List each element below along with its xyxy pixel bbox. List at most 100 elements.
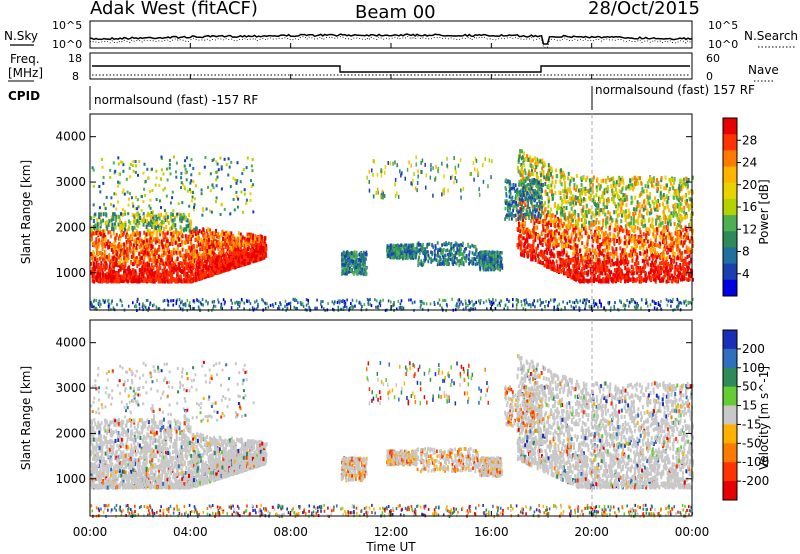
freq-left-label-2: [MHz] (8, 66, 43, 80)
rti-cell (166, 242, 169, 247)
rti-cell (156, 229, 159, 234)
rti-cell (175, 175, 178, 179)
rti-cell (321, 305, 323, 309)
rti-cell (465, 306, 467, 310)
rti-cell (115, 218, 118, 223)
rti-cell (251, 306, 254, 310)
rti-cell (234, 255, 237, 260)
rti-cell (171, 196, 174, 200)
rti-cell (231, 240, 234, 245)
rti-cell (212, 243, 215, 248)
rti-cell (174, 230, 177, 235)
rti-cell (636, 305, 639, 309)
rti-cell (628, 300, 631, 304)
rti-cell (207, 185, 209, 189)
rti-cell (639, 251, 642, 256)
rti-cell (249, 198, 252, 202)
rti-cell (129, 249, 132, 254)
rti-cell (122, 169, 125, 173)
rti-cell (478, 299, 480, 303)
rti-cell (660, 299, 662, 303)
rti-cell (118, 219, 121, 224)
rti-cell (172, 299, 175, 303)
rti-cell (215, 196, 218, 200)
rti-cell (664, 175, 667, 180)
rti-cell (194, 238, 197, 242)
rti-cell (118, 263, 121, 268)
rti-cell (654, 207, 657, 212)
rti-cell (134, 170, 137, 174)
freq-left-tick-bottom: 8 (72, 70, 79, 83)
rti-cell (138, 272, 141, 277)
rti-cell (142, 222, 145, 227)
rti-cell (128, 192, 131, 196)
rti-cell (113, 212, 116, 217)
rti-cell (594, 256, 597, 261)
rti-cell (200, 230, 203, 235)
rti-cell (229, 185, 232, 188)
rti-cell (212, 234, 214, 239)
rti-cell (253, 253, 256, 258)
rti-cell (154, 183, 157, 187)
rti-cell (332, 307, 334, 311)
rti-cell (178, 298, 181, 302)
rti-cell (524, 302, 526, 305)
rti-cell (393, 300, 395, 304)
rti-cell (238, 250, 241, 255)
rti-cell (110, 203, 112, 206)
rti-cell (640, 213, 643, 218)
rti-cell (233, 250, 236, 254)
rti-cell (179, 250, 182, 255)
rti-cell (457, 299, 459, 303)
rti-cell (649, 204, 652, 208)
rti-cell (233, 243, 236, 248)
rti-cell (223, 207, 226, 211)
rti-cell (565, 195, 568, 200)
rti-cell (100, 240, 103, 245)
rti-cell (212, 307, 214, 310)
rti-cell (191, 259, 194, 264)
rti-cell (182, 255, 185, 260)
rti-cell (172, 251, 175, 256)
rti-cell (419, 299, 422, 303)
rti-cell (399, 302, 402, 306)
rti-cell (612, 181, 615, 185)
rti-cell (172, 278, 175, 283)
rti-cell (337, 305, 340, 309)
rti-cell (169, 255, 172, 260)
rti-cell (227, 245, 230, 250)
rti-cell (94, 307, 97, 310)
rti-cell (169, 266, 172, 271)
rti-cell (220, 165, 223, 169)
rti-cell (113, 275, 116, 280)
rti-cell (458, 302, 461, 306)
rti-cell (294, 297, 296, 301)
rti-cell (577, 213, 580, 218)
rti-cell (195, 244, 198, 249)
rti-cell (192, 180, 195, 184)
rti-cell (237, 256, 240, 261)
rti-cell (255, 299, 258, 303)
rti-cell (133, 243, 135, 248)
rti-cell (151, 167, 153, 171)
rti-cell (218, 235, 221, 240)
rti-cell (131, 196, 133, 200)
rti-cell (126, 228, 128, 233)
rti-cell (664, 220, 667, 225)
rti-cell (140, 209, 143, 212)
rti-cell (161, 220, 164, 225)
rti-cell (544, 305, 546, 309)
rti-cell (486, 307, 488, 311)
rti-cell (178, 231, 181, 236)
rti-cell (523, 299, 525, 302)
rti-cell (657, 301, 660, 305)
rti-cell (341, 300, 343, 303)
rti-cell (377, 305, 379, 309)
rti-cell (108, 303, 111, 307)
station-title: Adak West (fitACF) (90, 0, 258, 19)
rti-cell (252, 183, 255, 187)
rti-cell (96, 271, 99, 276)
rti-cell (582, 214, 585, 219)
rti-cell (167, 299, 170, 303)
rti-cell (206, 232, 209, 237)
